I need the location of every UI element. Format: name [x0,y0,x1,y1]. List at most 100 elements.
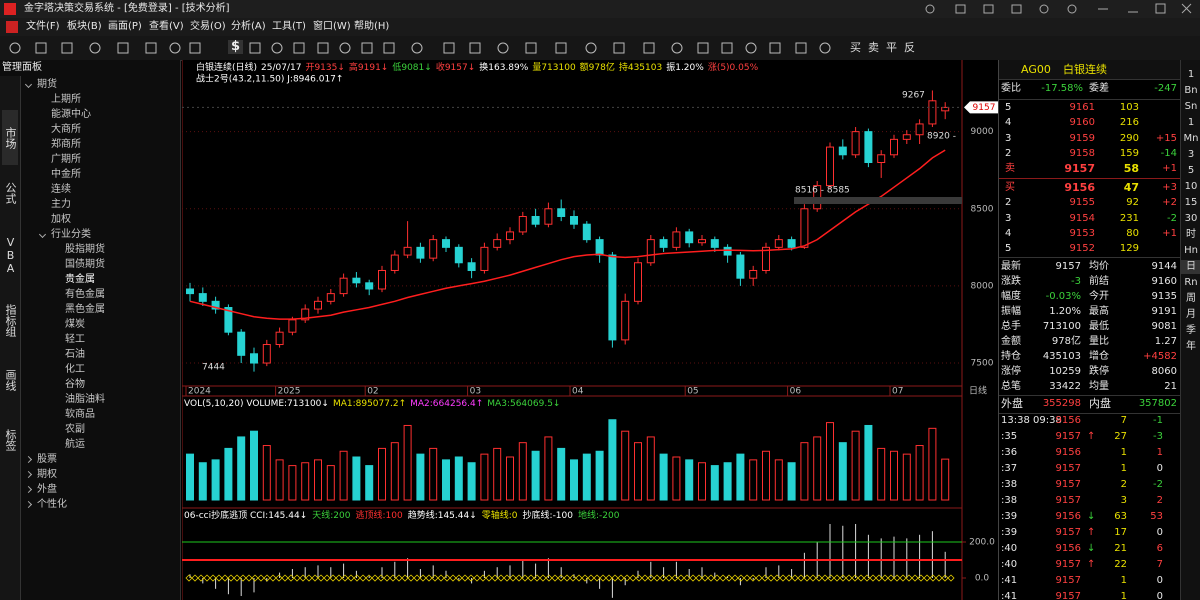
tool-icon[interactable] [585,42,597,54]
period-button[interactable]: 10 [1184,181,1198,192]
tool-icon[interactable] [819,42,831,54]
period-button[interactable]: Hn [1184,245,1198,256]
tool-icon[interactable] [469,42,481,54]
period-button[interactable]: Sn [1184,101,1198,112]
tree-label[interactable]: 外盘 [37,484,57,495]
tree-label[interactable]: 个性化 [37,499,67,510]
tool-icon[interactable] [555,42,567,54]
tree-item[interactable]: 上期所 [40,93,81,107]
tool-icon[interactable] [89,42,101,54]
side-tab[interactable]: VBA [4,235,17,275]
tree-label[interactable]: 中金所 [51,169,81,180]
tool-icon[interactable] [745,42,757,54]
period-button[interactable]: 3 [1187,149,1195,160]
tree-label[interactable]: 煤炭 [65,319,85,330]
tree-label[interactable]: 软商品 [65,409,95,420]
tree-label[interactable]: 股票 [37,454,57,465]
tool-icon[interactable] [271,42,283,54]
tree-item[interactable]: 广期所 [40,153,81,167]
tree-label[interactable]: 连续 [51,184,71,195]
side-tab[interactable]: 市场 [2,110,18,165]
expand-arrow[interactable] [24,485,33,494]
menu-item[interactable]: 画面(P) [108,21,142,32]
period-button[interactable]: 15 [1184,197,1198,208]
tree-label[interactable]: 贵金属 [65,274,95,285]
expand-arrow[interactable] [38,230,47,239]
tree-label[interactable]: 行业分类 [51,229,91,240]
tool-icon[interactable] [145,42,157,54]
period-button[interactable]: 1 [1187,69,1195,80]
tree-label[interactable]: 轻工 [65,334,85,345]
tree-label[interactable]: 期货 [37,79,57,90]
tree-label[interactable]: 股指期货 [65,244,105,255]
menu-item[interactable]: 窗口(W) [313,21,351,32]
menu-item[interactable]: 文件(F) [26,21,60,32]
tree-label[interactable]: 广期所 [51,154,81,165]
period-button[interactable]: 时 [1186,229,1196,240]
tool-icon[interactable] [411,42,423,54]
tree-item[interactable]: 期权 [24,468,57,482]
tool-icon[interactable] [443,42,455,54]
tree-item[interactable]: 农副 [54,423,85,437]
tree-item[interactable]: 有色金属 [54,288,105,302]
tree-label[interactable]: 能源中心 [51,109,91,120]
tool-icon[interactable] [293,42,305,54]
menu-item[interactable]: 分析(A) [231,21,266,32]
tree-item[interactable]: 行业分类 [38,228,91,242]
tree-item[interactable]: 期货 [24,78,57,92]
period-button[interactable]: 30 [1184,213,1198,224]
tree-item[interactable]: 加权 [40,213,71,227]
trade-button[interactable]: 平 [886,41,897,54]
trade-button[interactable]: 买 [850,41,861,54]
currency-button[interactable]: $ [228,40,244,54]
tree-label[interactable]: 航运 [65,439,85,450]
tree-label[interactable]: 加权 [51,214,71,225]
menu-item[interactable]: 查看(V) [149,21,184,32]
tool-icon[interactable] [169,42,181,54]
tool-icon[interactable] [249,42,261,54]
period-button[interactable]: Bn [1184,85,1198,96]
tree-item[interactable]: 贵金属 [54,273,95,287]
tree-item[interactable]: 油脂油料 [54,393,105,407]
tool-icon[interactable] [497,42,509,54]
tree-item[interactable]: 大商所 [40,123,81,137]
expand-arrow[interactable] [24,80,33,89]
tool-icon[interactable] [317,42,329,54]
tree-item[interactable]: 谷物 [54,378,85,392]
tool-icon[interactable] [9,42,21,54]
tool-icon[interactable] [525,42,537,54]
tree-item[interactable]: 煤炭 [54,318,85,332]
tree-item[interactable]: 外盘 [24,483,57,497]
tree-label[interactable]: 大商所 [51,124,81,135]
tree-label[interactable]: 期权 [37,469,57,480]
period-button[interactable]: 日 [1181,260,1200,274]
tool-icon[interactable] [613,42,625,54]
period-button[interactable]: 月 [1186,309,1196,320]
tree-item[interactable]: 化工 [54,363,85,377]
period-button[interactable]: Rn [1184,277,1198,288]
tool-icon[interactable] [643,42,655,54]
expand-arrow[interactable] [24,455,33,464]
tree-item[interactable]: 股指期货 [54,243,105,257]
tree-item[interactable]: 国债期货 [54,258,105,272]
tree-item[interactable]: 郑商所 [40,138,81,152]
tree-label[interactable]: 主力 [51,199,71,210]
tree-item[interactable]: 中金所 [40,168,81,182]
side-tab[interactable]: 指标组 [4,303,17,337]
tree-item[interactable]: 个性化 [24,498,67,512]
menu-item[interactable]: 帮助(H) [354,21,390,32]
tool-icon[interactable] [339,42,351,54]
tree-item[interactable]: 轻工 [54,333,85,347]
tool-icon[interactable] [35,42,47,54]
tree-label[interactable]: 上期所 [51,94,81,105]
side-tab[interactable]: 画线 [4,369,17,391]
tree-label[interactable]: 石油 [65,349,85,360]
menu-item[interactable]: 交易(O) [190,21,226,32]
tree-item[interactable]: 黑色金属 [54,303,105,317]
tool-icon[interactable] [117,42,129,54]
tree-item[interactable]: 航运 [54,438,85,452]
period-button[interactable]: 5 [1187,165,1195,176]
period-button[interactable]: Mn [1183,133,1199,144]
tool-icon[interactable] [795,42,807,54]
period-button[interactable]: 周 [1186,293,1196,304]
